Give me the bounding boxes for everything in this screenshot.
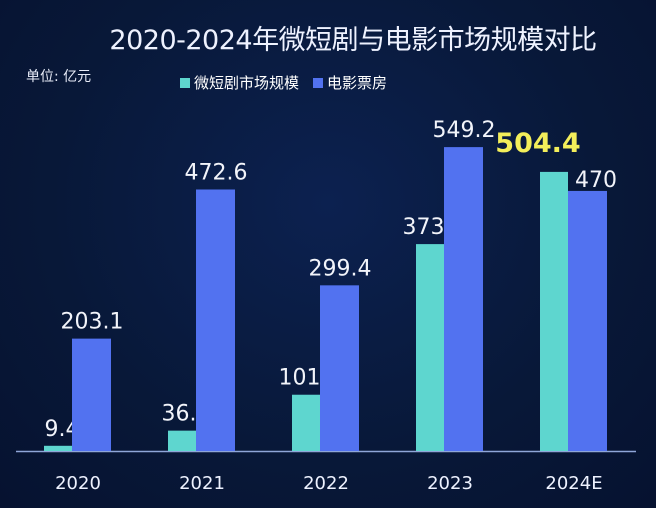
legend-label: 微短剧市场规模: [194, 74, 300, 92]
data-label: 470: [575, 168, 617, 193]
x-tick-label: 2020: [55, 473, 101, 494]
legend-label: 电影票房: [327, 74, 388, 92]
data-label: 472.6: [185, 160, 248, 185]
data-label: 299.4: [309, 256, 372, 281]
bar-micro-drama-2022: [292, 394, 320, 451]
chart-title: 2020-2024年微短剧与电影市场规模对比: [109, 25, 597, 56]
unit-label: 单位: 亿元: [26, 69, 92, 85]
bar-box-office-2020: [72, 338, 111, 451]
bar-micro-drama-2020: [44, 445, 72, 451]
bar-micro-drama-2021: [168, 430, 196, 451]
legend-swatch: [313, 77, 324, 88]
bar-micro-drama-2024E: [540, 171, 568, 451]
legend-item-series-1: 电影票房: [313, 72, 387, 93]
legend-item-series-0: 微短剧市场规模: [180, 72, 299, 93]
data-label: 504.4: [495, 128, 580, 159]
bar-box-office-2024E: [568, 190, 607, 451]
x-tick-label: 2024E: [545, 473, 602, 494]
legend-swatch: [180, 77, 190, 88]
legend: 微短剧市场规模 电影票房: [180, 72, 387, 93]
bar-box-office-2022: [320, 285, 359, 451]
bar-micro-drama-2023: [416, 244, 444, 451]
x-tick-label: 2023: [427, 473, 473, 494]
bar-box-office-2023: [444, 147, 483, 452]
bar-box-office-2021: [196, 189, 235, 451]
x-tick-label: 2022: [303, 473, 349, 494]
data-label: 549.2: [433, 118, 496, 143]
x-tick-label: 2021: [179, 473, 225, 494]
data-label: 203.1: [61, 310, 124, 335]
